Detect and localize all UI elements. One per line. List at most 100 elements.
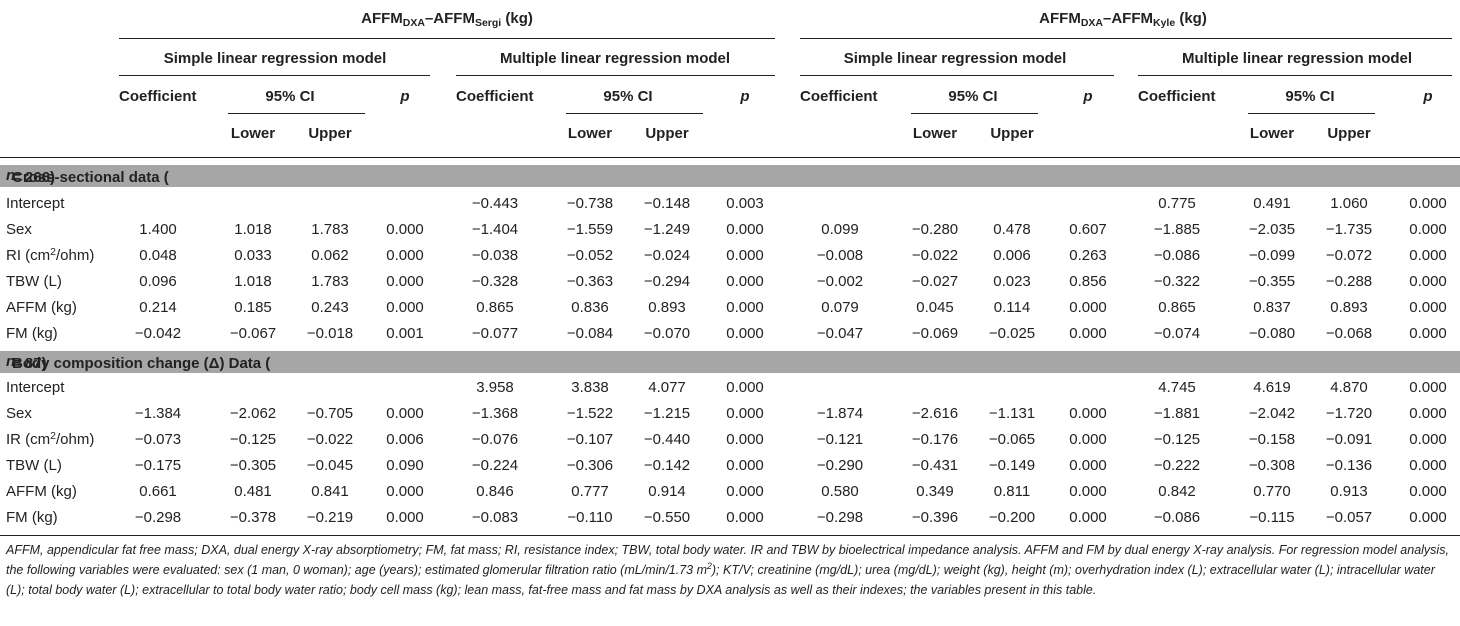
table-cell: 0.607 (1069, 221, 1107, 238)
table-cell: 0.000 (726, 221, 764, 238)
table-cell: 0.000 (726, 273, 764, 290)
header-simple-sergi: Simple linear regression model (163, 50, 387, 67)
rule-ci (566, 113, 703, 114)
table-cell: −0.024 (643, 247, 691, 264)
rule-ci (228, 113, 365, 114)
row-label: AFFM (kg) (6, 299, 77, 316)
table-cell: −0.298 (816, 509, 864, 526)
row-label: Intercept (6, 195, 65, 212)
table-cell: 1.400 (139, 221, 177, 238)
table-cell: −0.294 (643, 273, 691, 290)
table-cell: −0.328 (471, 273, 519, 290)
table-cell: −1.735 (1325, 221, 1373, 238)
table-cell: 0.000 (1069, 325, 1107, 342)
table-cell: 0.000 (1409, 379, 1447, 396)
table-cell: −2.616 (911, 405, 959, 422)
table-cell: −0.149 (988, 457, 1036, 474)
table-cell: −2.042 (1248, 405, 1296, 422)
table-cell: −0.308 (1248, 457, 1296, 474)
row-label: FM (kg) (6, 325, 58, 342)
table-cell: 0.000 (386, 483, 424, 500)
table-cell: 0.000 (1409, 273, 1447, 290)
table-cell: 3.838 (571, 379, 609, 396)
table-cell: −0.738 (566, 195, 614, 212)
col-ci: 95% CI (265, 88, 315, 105)
table-cell: −0.363 (566, 273, 614, 290)
table-cell: 0.000 (726, 379, 764, 396)
table-cell: 0.000 (726, 457, 764, 474)
table-cell: 4.077 (648, 379, 686, 396)
table-cell: 0.000 (386, 273, 424, 290)
table-cell: 1.783 (311, 221, 349, 238)
table-cell: −0.057 (1325, 509, 1373, 526)
table-cell: 0.478 (993, 221, 1031, 238)
table-cell: 0.770 (1253, 483, 1291, 500)
col-coefficient: Coefficient (800, 88, 878, 105)
table-cell: −0.224 (471, 457, 519, 474)
table-cell: 0.893 (648, 299, 686, 316)
table-cell: −0.142 (643, 457, 691, 474)
table-cell: 3.958 (476, 379, 514, 396)
row-label: TBW (L) (6, 457, 62, 474)
table-cell: −0.355 (1248, 273, 1296, 290)
table-cell: −1.249 (643, 221, 691, 238)
table-cell: −0.002 (816, 273, 864, 290)
table-cell: −0.298 (134, 509, 182, 526)
table-cell: 0.000 (1409, 483, 1447, 500)
table-cell: 0.865 (1158, 299, 1196, 316)
rule-header-bottom (0, 157, 1460, 158)
section-cross-sectional: Cross-sectional data (n = 266) (0, 165, 1460, 187)
table-cell: 0.114 (993, 299, 1031, 316)
header-kyle: AFFMDXA–AFFMKyle (kg) (1039, 10, 1207, 29)
table-cell: 0.000 (1409, 195, 1447, 212)
table-cell: 0.001 (386, 325, 424, 342)
col-coefficient: Coefficient (119, 88, 197, 105)
table-cell: 0.214 (139, 299, 177, 316)
table-cell: 0.893 (1330, 299, 1368, 316)
table-cell: −0.083 (471, 509, 519, 526)
table-cell: 0.000 (386, 509, 424, 526)
row-label: Sex (6, 405, 32, 422)
table-cell: 0.865 (476, 299, 514, 316)
table-cell: 0.000 (1069, 299, 1107, 316)
row-label: TBW (L) (6, 273, 62, 290)
row-label: Intercept (6, 379, 65, 396)
table-cell: 0.000 (1409, 325, 1447, 342)
table-cell: 0.000 (386, 247, 424, 264)
table-cell: −0.175 (134, 457, 182, 474)
table-cell: −2.035 (1248, 221, 1296, 238)
table-cell: 0.045 (916, 299, 954, 316)
table-cell: 0.243 (311, 299, 349, 316)
table-cell: −0.443 (471, 195, 519, 212)
table-cell: −0.110 (567, 509, 613, 526)
rule-ci (911, 113, 1038, 114)
table-cell: −0.052 (566, 247, 614, 264)
table-cell: 1.018 (234, 273, 272, 290)
table-cell: 0.000 (1069, 405, 1107, 422)
row-label: FM (kg) (6, 509, 58, 526)
table-cell: −2.062 (229, 405, 277, 422)
row-label: AFFM (kg) (6, 483, 77, 500)
table-cell: 1.060 (1330, 195, 1368, 212)
table-cell: −1.404 (471, 221, 519, 238)
table-cell: 4.870 (1330, 379, 1368, 396)
table-cell: −0.038 (471, 247, 519, 264)
table-cell: 4.619 (1253, 379, 1291, 396)
table-cell: −0.158 (1248, 431, 1296, 448)
table-cell: −1.522 (566, 405, 614, 422)
table-cell: 0.090 (386, 457, 424, 474)
table-cell: 0.349 (916, 483, 954, 500)
table-cell: 0.000 (1069, 483, 1107, 500)
table-cell: −0.018 (306, 325, 354, 342)
rule-ci (1248, 113, 1375, 114)
col-upper: Upper (645, 125, 689, 142)
table-cell: −0.076 (471, 431, 519, 448)
table-cell: 0.913 (1330, 483, 1368, 500)
table-cell: −1.885 (1153, 221, 1201, 238)
row-label: RI (cm2/ohm) (6, 246, 95, 264)
col-lower: Lower (912, 125, 958, 142)
table-cell: 0.836 (571, 299, 609, 316)
table-cell: 0.000 (1409, 509, 1447, 526)
table-cell: −0.027 (911, 273, 959, 290)
table-cell: 0.000 (726, 247, 764, 264)
